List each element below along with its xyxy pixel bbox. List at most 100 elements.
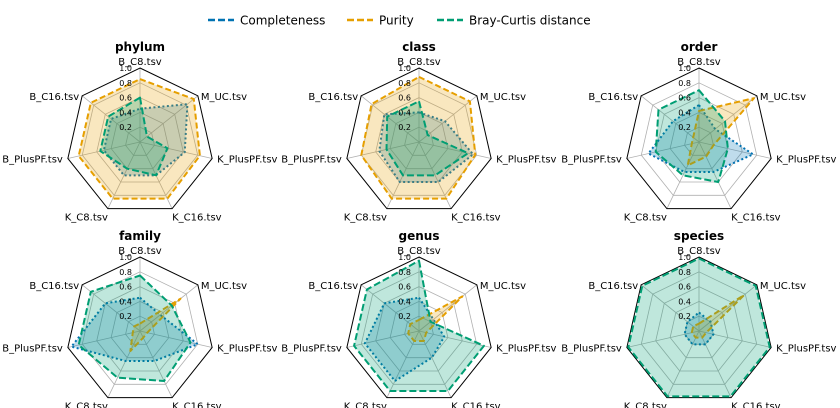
grid-ring [125,315,155,345]
grid-spoke [107,330,141,398]
axis-label: K_PlusPF.tsv [496,343,556,354]
grid-spoke [640,284,700,332]
grid-ring [360,271,478,385]
axis-label: B_PlusPF.tsv [2,343,63,354]
grid-ring [640,271,758,385]
grid-spoke [666,141,700,209]
panel-title: genus [399,229,440,243]
radar-panel-phylum: 0.2 0.4 0.6 0.8 1.0B_C8.tsv M_UC.tsv K_PlusPF.… [2,40,277,224]
grid-spoke [81,284,141,332]
grid-spoke [346,141,420,159]
axis-label: K_C8.tsv [65,402,108,408]
tick-label: 0.4 [119,108,132,117]
axis-label: K_PlusPF.tsv [217,154,277,165]
tick-label: 1.0 [678,253,691,262]
grid-spoke [666,330,700,398]
radar-panel-order: 0.2 0.4 0.6 0.8 1.0B_C8.tsv M_UC.tsv K_PlusPF.… [561,40,836,224]
tick-label: 0.2 [678,123,691,132]
grid-spoke [698,141,732,209]
grid-spoke [418,284,478,332]
grid-spoke [139,330,213,348]
legend-item: Purity [347,14,414,28]
series-purity [77,78,201,200]
axis-label: M_UC.tsv [760,92,806,103]
axis-label: B_C8.tsv [677,57,721,68]
axis-label: B_C16.tsv [588,92,638,103]
grid-ring [404,126,434,156]
grid-ring [375,286,463,372]
axis-label: K_PlusPF.tsv [217,343,277,354]
grid-spoke [67,330,141,348]
axis-label: B_C16.tsv [29,281,79,292]
grid-spoke [698,330,772,348]
series-purity [129,297,182,353]
axis-label: B_C16.tsv [308,92,358,103]
radar-panel-family: 0.2 0.4 0.6 0.8 1.0B_C8.tsv M_UC.tsv K_PlusPF.… [2,229,277,408]
axis-label: M_UC.tsv [760,281,806,292]
grid-spoke [386,330,420,398]
grid-ring [360,82,478,196]
series-bray-curtis-distance [353,259,485,393]
outer-frame [346,67,492,210]
grid-spoke [139,95,199,143]
grid-spoke [626,330,700,348]
legend-item: Bray-Curtis distance [437,14,591,28]
axis-label: B_C8.tsv [118,246,162,257]
grid-spoke [346,330,420,348]
panel-title: phylum [115,40,165,54]
axis-label: M_UC.tsv [480,281,526,292]
series-purity [407,295,464,343]
axis-label: M_UC.tsv [201,92,247,103]
axis-label: B_C16.tsv [308,281,358,292]
series-bray-curtis-distance [385,100,470,177]
grid-ring [389,111,449,170]
series-purity [690,294,746,339]
axis-label: K_C8.tsv [344,402,387,408]
tick-label: 0.6 [678,283,691,292]
grid-ring [404,315,434,345]
radar-panel-species: 0.2 0.4 0.6 0.8 1.0B_C8.tsv M_UC.tsv K_PlusPF.… [561,229,836,408]
grid-spoke [107,141,141,209]
tick-label: 0.4 [678,108,691,117]
axis-label: K_PlusPF.tsv [496,154,556,165]
axis-label: B_C16.tsv [588,281,638,292]
tick-label: 0.2 [119,312,132,321]
axis-label: B_PlusPF.tsv [561,154,622,165]
tick-label: 0.2 [119,123,132,132]
grid-spoke [81,95,141,143]
radar-panel-genus: 0.2 0.4 0.6 0.8 1.0B_C8.tsv M_UC.tsv K_PlusPF.… [281,229,556,408]
tick-label: 1.0 [119,253,132,262]
axis-label: M_UC.tsv [480,92,526,103]
grid-ring [125,126,155,156]
axis-label: B_C8.tsv [397,246,441,257]
axis-label: K_C16.tsv [731,213,781,224]
tick-label: 0.4 [119,297,132,306]
grid-spoke [418,141,492,159]
tick-label: 0.8 [678,268,691,277]
tick-label: 0.8 [398,79,411,88]
grid-ring [81,82,199,196]
axis-label: K_C16.tsv [172,213,222,224]
panel-title: species [674,229,724,243]
grid-ring [655,286,743,372]
legend: Completeness Purity Bray-Curtis distance [208,14,591,28]
grid-ring [81,271,199,385]
grid-ring [669,111,729,170]
outer-frame [626,256,772,399]
axis-label: K_C8.tsv [65,213,108,224]
axis-label: B_C8.tsv [118,57,162,68]
grid-spoke [698,141,772,159]
grid-spoke [360,95,420,143]
tick-label: 0.2 [398,123,411,132]
axis-label: K_PlusPF.tsv [776,343,836,354]
grid-spoke [67,141,141,159]
tick-label: 0.6 [119,94,132,103]
axis-label: K_PlusPF.tsv [776,154,836,165]
axis-label: K_C16.tsv [731,402,781,408]
series-bray-curtis-distance [654,89,729,184]
axis-label: B_PlusPF.tsv [2,154,63,165]
tick-label: 0.4 [398,108,411,117]
tick-label: 0.2 [678,312,691,321]
grid-spoke [698,330,732,398]
grid-spoke [418,330,452,398]
